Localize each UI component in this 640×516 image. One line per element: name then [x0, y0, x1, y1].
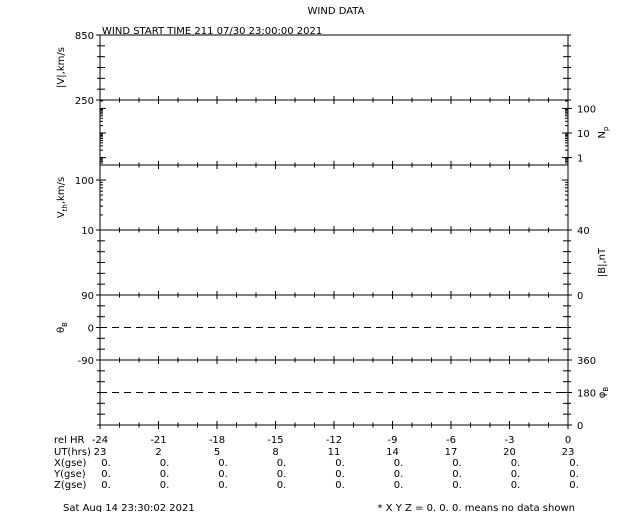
table-cell: 0.	[394, 458, 404, 469]
y-tick-label: 100	[577, 104, 596, 115]
table-cell: 0.	[394, 469, 404, 480]
y-tick-label: 1	[577, 154, 583, 165]
y-tick-label: 250	[75, 96, 94, 107]
table-cell: -24	[92, 435, 108, 446]
panel-frame-3	[99, 164, 569, 231]
table-cell: 0.	[569, 480, 579, 491]
footer-date: Sat Aug 14 23:30:02 2021	[63, 503, 195, 512]
y-tick-label: 0	[577, 421, 583, 432]
table-cell: 0.	[101, 458, 111, 469]
panel-frame-2	[99, 99, 569, 166]
table-cell: -12	[326, 435, 342, 446]
y-tick-label: 360	[577, 356, 596, 367]
y-axis-label: Np	[597, 126, 610, 138]
table-cell: -6	[446, 435, 456, 446]
table-cell: 0.	[452, 480, 462, 491]
table-cell: 0.	[160, 458, 170, 469]
table-row-label: Y(gse)	[53, 469, 86, 480]
table-cell: 0.	[218, 480, 228, 491]
table-row-label: X(gse)	[54, 458, 86, 469]
y-axis-label: |B|,nT	[597, 247, 608, 277]
y-tick-label: 180	[577, 389, 596, 400]
table-cell: 23	[94, 447, 107, 458]
table-cell: -9	[388, 435, 398, 446]
table-cell: 0.	[277, 480, 287, 491]
chart-title: WIND DATA	[308, 6, 365, 17]
table-row-label: Z(gse)	[54, 480, 86, 491]
table-cell: 0.	[511, 469, 521, 480]
table-cell: 20	[503, 447, 516, 458]
table-cell: 23	[562, 447, 575, 458]
table-cell: -18	[209, 435, 225, 446]
table-cell: 17	[445, 447, 458, 458]
table-cell: 2	[155, 447, 161, 458]
table-cell: 0.	[277, 469, 287, 480]
table-cell: 0.	[101, 469, 111, 480]
y-tick-label: 10	[577, 129, 590, 140]
table-cell: -3	[505, 435, 515, 446]
table-cell: 0.	[160, 480, 170, 491]
table-cell: 0.	[511, 480, 521, 491]
y-axis-label: θB	[56, 322, 69, 333]
table-cell: 0.	[569, 458, 579, 469]
table-cell: 0.	[335, 469, 345, 480]
table-cell: 0.	[101, 480, 111, 491]
y-axis-label: φB	[597, 387, 610, 399]
table-cell: 0.	[452, 458, 462, 469]
y-tick-label: 90	[81, 291, 94, 302]
y-tick-label: 0	[88, 324, 94, 335]
table-row-label: rel HR	[54, 435, 85, 446]
table-cell: 0.	[335, 480, 345, 491]
y-tick-label: 850	[75, 31, 94, 42]
table-cell: 5	[214, 447, 220, 458]
table-cell: 11	[328, 447, 341, 458]
table-cell: 0.	[218, 458, 228, 469]
y-tick-label: 0	[577, 291, 583, 302]
table-cell: 0.	[511, 458, 521, 469]
table-cell: 0.	[160, 469, 170, 480]
y-axis-label: |V|,km/s	[56, 47, 67, 88]
y-tick-label: 10	[81, 226, 94, 237]
footer-note: * X Y Z = 0. 0. 0. means no data shown	[377, 503, 575, 512]
table-cell: 0.	[394, 480, 404, 491]
table-cell: -15	[267, 435, 283, 446]
y-axis-label: Vth,km/s	[56, 177, 69, 218]
table-cell: 0.	[218, 469, 228, 480]
table-cell: 0.	[335, 458, 345, 469]
start-time-label: WIND START TIME 211 07/30 23:00:00 2021	[102, 26, 322, 37]
panel-frame-4	[99, 229, 569, 296]
y-tick-label: 40	[577, 226, 590, 237]
y-tick-label: -90	[78, 356, 94, 367]
panel-frame-1	[99, 34, 569, 101]
table-cell: -21	[150, 435, 166, 446]
table-cell: 0	[565, 435, 571, 446]
table-cell: 14	[386, 447, 399, 458]
table-cell: 0.	[277, 458, 287, 469]
table-row-label: UT(hrs)	[54, 447, 91, 458]
table-cell: 8	[272, 447, 278, 458]
table-cell: 0.	[452, 469, 462, 480]
table-cell: 0.	[569, 469, 579, 480]
y-tick-label: 100	[75, 176, 94, 187]
